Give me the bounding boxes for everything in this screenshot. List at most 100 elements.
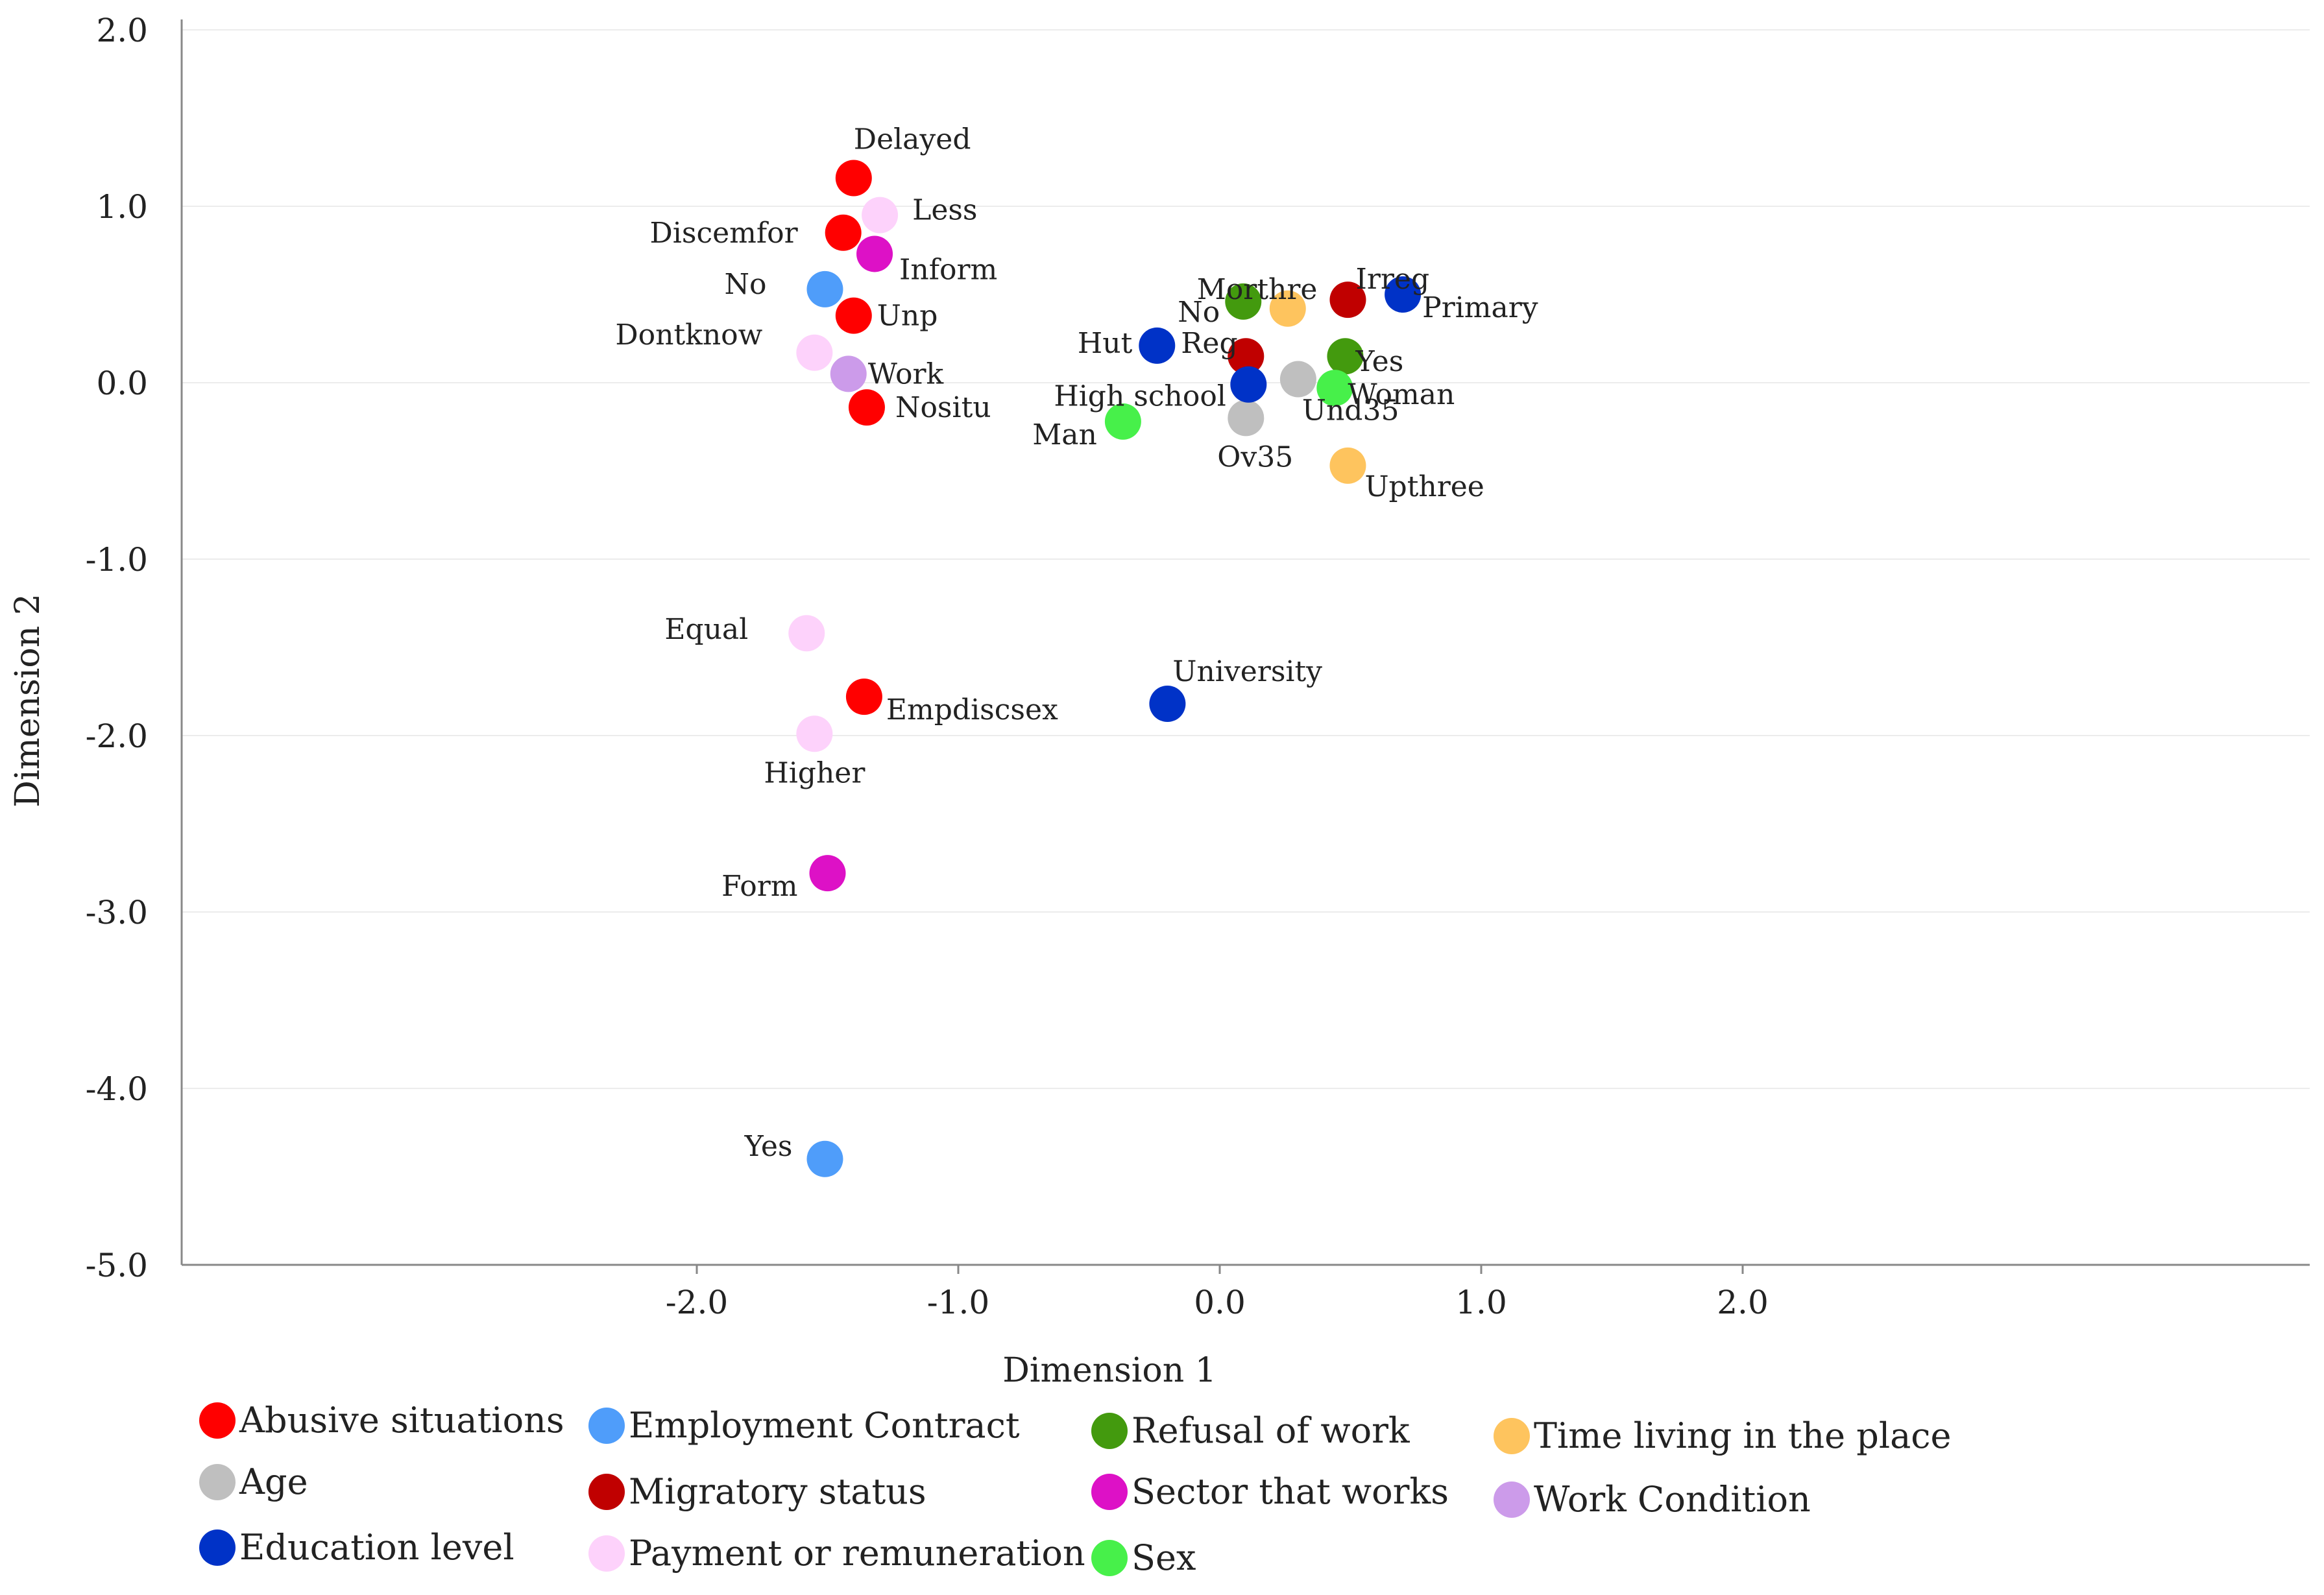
data-point [788,615,825,652]
y-axis-label: Dimension 2 [8,594,47,808]
data-point [1329,282,1366,318]
legend-marker [1494,1481,1530,1518]
data-point [1228,338,1265,375]
grid-lines [182,29,2310,1089]
data-point-label: Und35 [1302,394,1399,427]
legend-label: Migratory status [629,1471,926,1512]
x-tick-label: 0.0 [1194,1284,1246,1321]
y-tick-label: -1.0 [86,541,148,579]
y-axis-ticks: 2.0 1.0 0.0 -1.0 -2.0 -3.0 -4.0 -5.0 [86,12,148,1284]
data-point-labels: Delayed Discemfor Unp Nositu Empdiscsex No Yes… [615,123,1538,1162]
data-point-label: Equal [664,613,748,646]
legend-marker [1091,1540,1128,1576]
data-point [806,270,843,307]
data-point [1104,403,1141,440]
legend-marker [199,1529,236,1566]
data-point [796,334,833,371]
y-tick-label: 2.0 [96,12,148,49]
data-point [1316,370,1353,407]
x-tick-label: 1.0 [1455,1284,1507,1321]
data-point [809,855,846,892]
data-point-label: Upthree [1364,470,1484,503]
y-tick-label: 0.0 [96,365,148,402]
legend-label: Employment Contract [629,1405,1020,1446]
data-point-label: Morthre [1197,273,1318,306]
legend-marker [588,1474,625,1510]
legend-label: Education level [239,1527,514,1568]
legend-label: Refusal of work [1132,1410,1410,1451]
data-point-label: No [1178,296,1220,329]
legend-label: Sector that works [1132,1471,1449,1512]
data-point [1279,361,1316,398]
data-point [848,389,885,426]
data-points [788,160,1422,1177]
x-tick-label: -2.0 [666,1284,728,1321]
legend-label: Time living in the place [1534,1415,1952,1456]
data-point-label: Ov35 [1217,440,1293,474]
legend-marker [1091,1474,1128,1510]
legend-label: Age [239,1461,308,1502]
data-point-label: Form [721,870,797,903]
data-point [845,678,882,715]
data-point-label: Irreg [1355,263,1429,296]
data-point-label: Inform [899,253,997,286]
legend-marker [1091,1413,1128,1449]
x-tick-label: 2.0 [1717,1284,1769,1321]
data-point [1149,686,1186,723]
data-point [1139,327,1176,364]
data-point [1269,290,1306,327]
data-point [830,355,867,392]
data-point-label: High school [1054,380,1226,413]
data-point [825,214,862,251]
legend: Abusive situations Employment Contract Ref… [199,1400,1952,1578]
legend-marker [588,1535,625,1572]
y-tick-label: -2.0 [86,717,148,755]
data-point-label: Reg [1181,327,1237,360]
x-axis-label: Dimension 1 [1002,1351,1216,1390]
data-point [1228,400,1265,437]
data-point-label: Hut [1078,327,1133,360]
x-axis-ticks: -2.0 -1.0 0.0 1.0 2.0 [666,1265,1769,1321]
y-tick-label: -4.0 [86,1070,148,1108]
data-point [1225,283,1262,320]
data-point [806,1140,843,1177]
data-point-label: Woman [1348,378,1455,411]
axes [180,19,2310,1266]
data-point [835,297,872,334]
data-point-label: No [724,268,766,301]
y-tick-label: -3.0 [86,894,148,931]
legend-label: Abusive situations [239,1400,564,1441]
x-tick-label: -1.0 [927,1284,989,1321]
data-point [1329,447,1366,484]
data-point-label: Less [912,194,977,227]
data-point-label: Discemfor [650,217,799,250]
data-point [1230,366,1267,403]
data-point [796,715,833,752]
data-point [1385,276,1422,313]
legend-label: Payment or remuneration [629,1533,1085,1574]
data-point-label: Work [868,357,944,390]
legend-label: Sex [1132,1537,1196,1578]
data-point [1327,338,1364,375]
data-point-label: Empdiscsex [886,693,1058,726]
legend-marker [199,1402,236,1439]
legend-marker [588,1408,625,1444]
data-point-label: Primary [1422,291,1538,324]
data-point-label: Higher [764,756,865,789]
data-point-label: Man [1032,418,1097,451]
data-point-label: Yes [1355,345,1403,378]
data-point-label: Delayed [854,123,971,156]
data-point-label: Nositu [895,391,991,424]
legend-label: Work Condition [1534,1479,1811,1520]
y-tick-label: 1.0 [96,188,148,226]
data-point-label: Dontknow [615,318,762,352]
data-point-label: Unp [877,300,938,333]
data-point-label: Yes [744,1130,793,1163]
data-point [862,197,899,234]
y-tick-label: -5.0 [86,1247,148,1284]
legend-marker [1494,1418,1530,1454]
data-point-label: University [1172,655,1322,688]
legend-marker [199,1464,236,1500]
data-point [856,235,893,272]
